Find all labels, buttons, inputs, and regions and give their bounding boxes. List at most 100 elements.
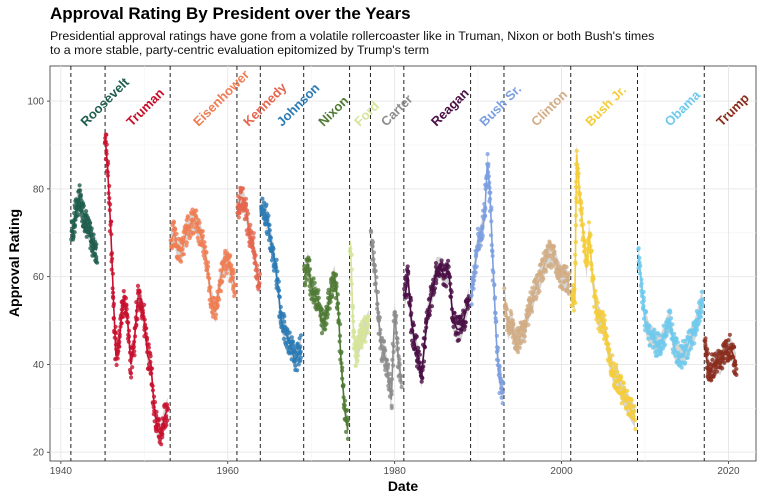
data-point <box>173 237 178 242</box>
data-point <box>203 244 208 249</box>
data-point <box>668 310 673 315</box>
data-point <box>387 371 393 377</box>
data-point <box>515 350 521 355</box>
data-point <box>589 248 594 253</box>
data-point <box>197 220 202 225</box>
data-point <box>641 298 647 303</box>
data-point <box>260 196 265 201</box>
data-point <box>270 255 275 260</box>
data-point <box>200 229 205 234</box>
data-point <box>637 271 643 276</box>
data-point <box>463 324 468 329</box>
data-point <box>578 218 584 223</box>
data-point <box>427 296 432 301</box>
data-point <box>619 375 624 380</box>
data-point <box>202 256 207 261</box>
data-point <box>267 228 272 233</box>
data-point <box>212 296 217 301</box>
data-point <box>734 366 739 372</box>
data-point <box>727 332 733 337</box>
data-point <box>422 344 427 350</box>
data-point <box>487 180 492 185</box>
data-point <box>381 351 386 356</box>
data-point <box>128 371 134 376</box>
data-point <box>139 300 144 305</box>
data-point <box>664 330 669 335</box>
data-point <box>501 381 506 386</box>
data-point <box>556 264 562 269</box>
data-point <box>359 345 364 350</box>
data-point <box>541 276 546 281</box>
data-point <box>316 288 321 293</box>
subtitle-line-1: Presidential approval ratings have gone … <box>50 29 655 43</box>
data-point <box>705 347 710 352</box>
data-point <box>349 291 354 296</box>
data-point <box>710 357 715 362</box>
data-point <box>126 328 132 333</box>
data-point <box>418 360 423 365</box>
x-tick-label: 1960 <box>217 466 240 477</box>
data-point <box>218 289 224 294</box>
data-point <box>146 342 151 347</box>
data-point <box>342 403 347 408</box>
data-point <box>408 298 414 303</box>
data-point <box>140 308 145 313</box>
data-point <box>335 306 340 311</box>
data-point <box>371 257 376 262</box>
data-point <box>305 263 310 268</box>
data-point <box>395 336 400 341</box>
data-point <box>433 261 439 266</box>
data-point <box>576 185 581 190</box>
data-point <box>106 191 111 196</box>
data-point <box>164 414 169 419</box>
data-point <box>632 408 637 414</box>
data-point <box>176 245 181 250</box>
data-point <box>81 203 86 208</box>
data-point <box>103 132 108 137</box>
data-point <box>605 334 610 339</box>
data-point <box>191 231 196 236</box>
data-point <box>469 293 474 298</box>
data-point <box>466 298 471 303</box>
data-points <box>69 132 739 447</box>
data-point <box>185 215 190 220</box>
data-point <box>260 204 265 209</box>
data-point <box>396 354 401 359</box>
data-point <box>706 351 711 356</box>
data-point <box>201 253 206 258</box>
data-point <box>588 232 593 238</box>
data-point <box>592 304 597 309</box>
data-point <box>529 305 534 310</box>
data-point <box>416 345 421 350</box>
data-point <box>599 326 604 331</box>
data-point <box>511 321 516 326</box>
data-point <box>544 269 549 274</box>
data-point <box>641 303 646 309</box>
data-point <box>712 372 717 377</box>
data-point <box>144 326 149 331</box>
data-point <box>727 350 732 355</box>
data-point <box>271 252 276 257</box>
data-point <box>349 281 354 287</box>
data-point <box>130 365 135 370</box>
data-point <box>257 281 262 286</box>
data-point <box>132 339 137 344</box>
data-point <box>74 210 79 215</box>
data-point <box>233 291 238 296</box>
data-point <box>576 166 581 171</box>
data-point <box>574 148 579 153</box>
grid-lines <box>50 66 756 461</box>
data-point <box>384 357 389 363</box>
data-point <box>133 334 138 339</box>
data-point <box>411 323 416 328</box>
data-point <box>156 418 161 423</box>
data-point <box>517 345 523 350</box>
data-point <box>429 304 435 309</box>
data-point <box>385 363 390 368</box>
data-point <box>572 287 577 292</box>
y-tick-label: 100 <box>27 97 44 108</box>
data-point <box>372 263 377 268</box>
data-point <box>448 294 454 300</box>
data-point <box>114 362 119 368</box>
